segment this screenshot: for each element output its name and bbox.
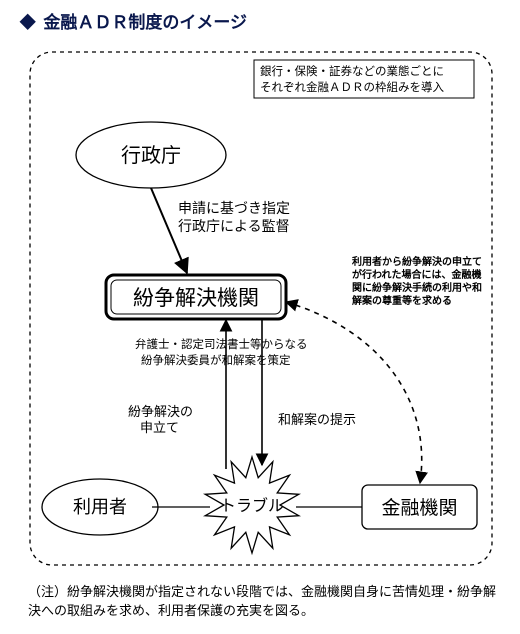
svg-text:トラブル: トラブル	[220, 496, 284, 515]
edge-resolver-finance	[286, 302, 422, 483]
svg-text:解案の尊重等を求める: 解案の尊重等を求める	[352, 294, 452, 307]
svg-text:申請に基づき指定: 申請に基づき指定	[178, 200, 290, 216]
svg-text:和解案の提示: 和解案の提示	[278, 412, 356, 427]
svg-text:紛争解決機関: 紛争解決機関	[133, 287, 259, 310]
svg-text:銀行・保険・証券などの業態ごとに: 銀行・保険・証券などの業態ごとに	[260, 64, 444, 78]
svg-text:関に紛争解決手続の利用や和: 関に紛争解決手続の利用や和	[352, 281, 482, 294]
svg-text:行政庁による監督: 行政庁による監督	[178, 218, 290, 234]
svg-text:利用者から紛争解決の申立て: 利用者から紛争解決の申立て	[352, 255, 482, 268]
svg-text:利用者: 利用者	[73, 497, 127, 517]
diagram-canvas: 銀行・保険・証券などの業態ごとにそれぞれ金融ＡＤＲの枠組みを導入行政庁紛争解決機…	[0, 0, 520, 634]
svg-text:弁護士・認定司法書士等からなる: 弁護士・認定司法書士等からなる	[135, 337, 308, 351]
svg-text:申立て: 申立て	[140, 420, 179, 435]
page-root: ◆ 金融ＡＤＲ制度のイメージ 銀行・保険・証券などの業態ごとにそれぞれ金融ＡＤＲ…	[0, 0, 520, 634]
svg-text:紛争解決委員が和解案を策定: 紛争解決委員が和解案を策定	[141, 353, 291, 367]
svg-text:それぞれ金融ＡＤＲの枠組みを導入: それぞれ金融ＡＤＲの枠組みを導入	[260, 80, 444, 94]
footnote: （注）紛争解決機関が指定されない段階では、金融機関自身に苦情処理・紛争解決への取…	[28, 583, 498, 621]
svg-text:が行われた場合には、金融機: が行われた場合には、金融機	[352, 268, 482, 281]
svg-text:紛争解決の: 紛争解決の	[128, 404, 193, 419]
svg-text:行政庁: 行政庁	[121, 144, 181, 167]
svg-text:金融機関: 金融機関	[381, 497, 457, 519]
